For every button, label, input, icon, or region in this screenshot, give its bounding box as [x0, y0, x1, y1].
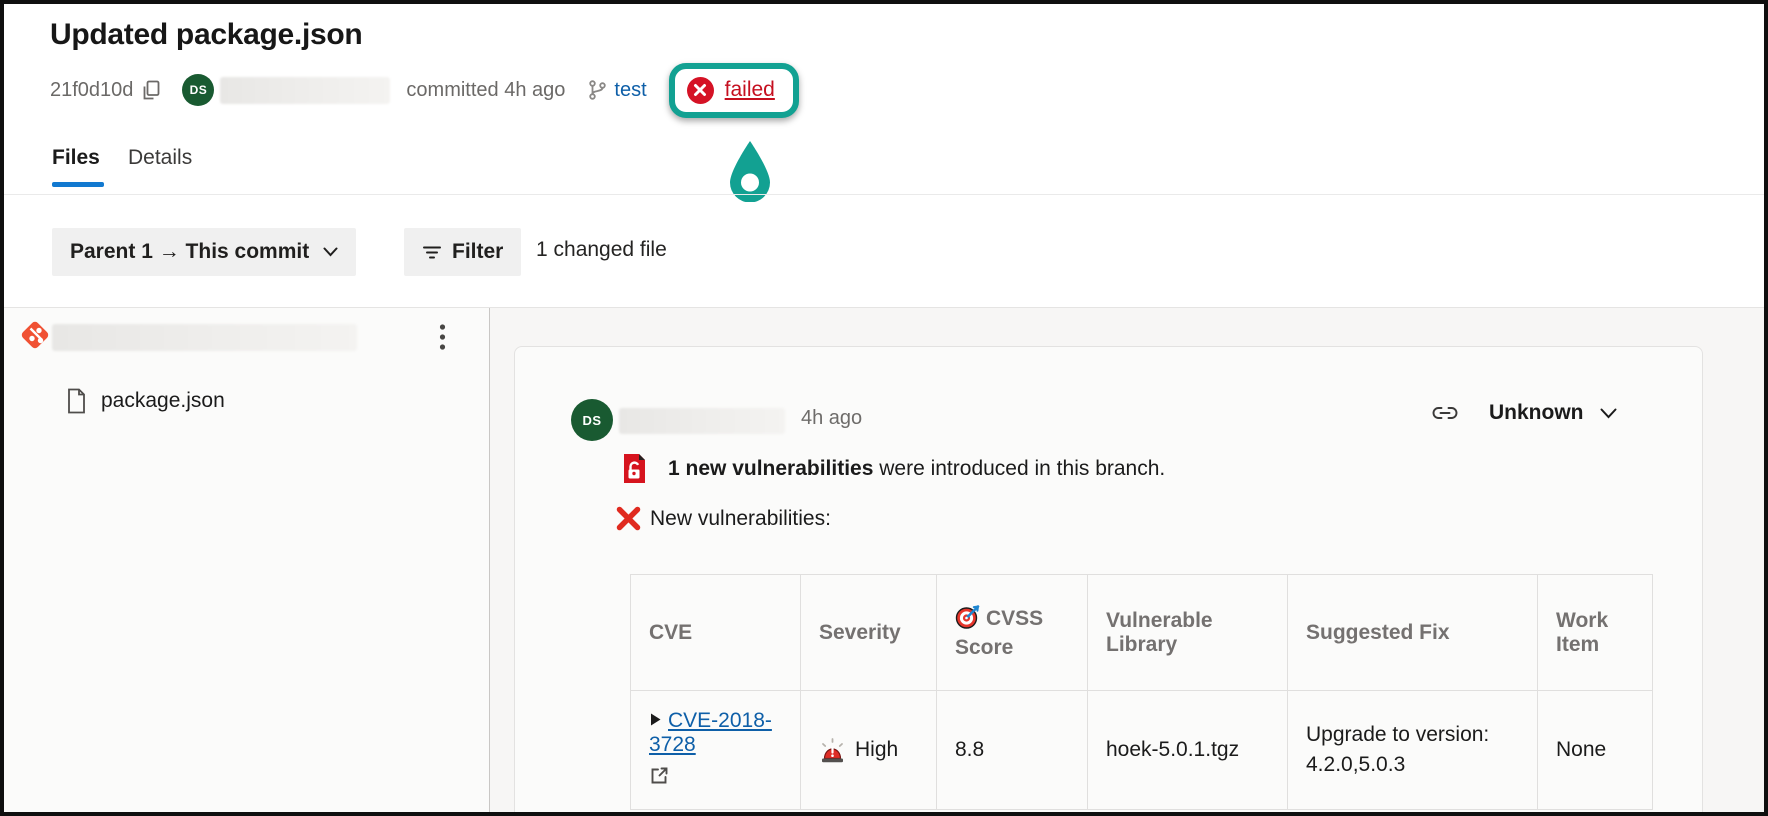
- document-icon: [66, 388, 87, 414]
- target-icon: [955, 605, 980, 636]
- avatar: DS: [571, 399, 613, 441]
- filter-button-label: Filter: [452, 240, 504, 263]
- file-tree-item[interactable]: package.json: [4, 380, 489, 422]
- tab-files[interactable]: Files: [52, 146, 100, 169]
- toolbar-divider: [4, 307, 1764, 308]
- git-branch-icon: [587, 79, 608, 101]
- vulnerability-comment-card: DS 4h ago Unknown: [514, 346, 1703, 812]
- vulnerability-summary-rest: were introduced in this branch.: [873, 456, 1166, 480]
- git-repo-icon: [18, 318, 52, 357]
- repo-name-redacted: [52, 324, 357, 351]
- vulnerability-summary-text: 1 new vulnerabilities were introduced in…: [668, 457, 1165, 481]
- filter-button[interactable]: Filter: [404, 228, 522, 276]
- more-options-icon[interactable]: [428, 320, 456, 354]
- column-header-cvss-label: CVSS Score: [955, 607, 1044, 659]
- work-item-cell: None: [1537, 690, 1653, 810]
- page-title: Updated package.json: [50, 18, 363, 51]
- comment-status-value: Unknown: [1489, 401, 1584, 424]
- table-header-row: CVE Severity CVSS Score Vulne: [630, 574, 1653, 691]
- vulnerability-count: 1 new vulnerabilities: [668, 456, 874, 480]
- red-cross-icon: [615, 505, 642, 532]
- branch-name[interactable]: test: [614, 78, 647, 101]
- build-status-link[interactable]: failed: [724, 78, 775, 101]
- file-name: package.json: [101, 389, 225, 412]
- chain-link-icon[interactable]: [1431, 405, 1459, 421]
- commit-meta-row: 21f0d10d DS committed 4h ago test: [50, 62, 799, 118]
- pane-divider[interactable]: [489, 308, 490, 812]
- column-header-fix: Suggested Fix: [1287, 574, 1538, 691]
- vulnerable-library-cell: hoek-5.0.1.tgz: [1087, 690, 1288, 810]
- severity-cell: High: [800, 690, 937, 810]
- cve-link[interactable]: CVE-2018-3728: [649, 708, 772, 756]
- vulnerability-row: CVE-2018-3728: [630, 690, 1653, 810]
- cve-cell: CVE-2018-3728: [630, 690, 801, 810]
- suggested-fix-cell: Upgrade to version: 4.2.0,5.0.3: [1287, 690, 1538, 810]
- cvss-score-cell: 8.8: [936, 690, 1088, 810]
- author-name-redacted: [220, 76, 391, 104]
- changed-files-count: 1 changed file: [536, 238, 667, 261]
- column-header-cve: CVE: [630, 574, 801, 691]
- comment-status-dropdown[interactable]: Unknown: [1489, 401, 1617, 425]
- filter-lines-icon: [422, 244, 442, 261]
- committed-timestamp: committed 4h ago: [406, 78, 566, 101]
- severity-value: High: [855, 738, 899, 761]
- siren-icon: [819, 737, 846, 764]
- repo-row: [4, 318, 489, 358]
- column-header-cvss: CVSS Score: [936, 574, 1088, 691]
- column-header-library: Vulnerable Library: [1087, 574, 1288, 691]
- vulnerability-table: CVE Severity CVSS Score Vulne: [630, 574, 1653, 810]
- vulnerability-list-label-line: New vulnerabilities:: [615, 505, 831, 532]
- expand-caret-icon[interactable]: [649, 709, 662, 733]
- tab-details[interactable]: Details: [128, 146, 193, 169]
- comment-author-redacted: [619, 408, 785, 434]
- chevron-down-icon: [1600, 408, 1617, 419]
- chevron-down-icon: [323, 247, 338, 257]
- column-header-severity: Severity: [800, 574, 937, 691]
- commit-hash: 21f0d10d: [50, 78, 134, 101]
- column-header-work-item: Work Item: [1537, 574, 1653, 691]
- suggested-fix-text: Upgrade to version: 4.2.0,5.0.3: [1306, 722, 1490, 776]
- vulnerability-summary-line: 1 new vulnerabilities were introduced in…: [621, 451, 1165, 486]
- failed-status-annotation-ring: failed: [668, 62, 799, 118]
- external-link-icon[interactable]: [649, 765, 784, 792]
- annotation-drop-pointer: [726, 140, 774, 207]
- x-circle-icon: [686, 76, 714, 104]
- avatar: DS: [182, 74, 215, 106]
- red-unlocked-document-icon: [621, 451, 648, 486]
- copy-icon[interactable]: [141, 80, 160, 101]
- vulnerability-list-label: New vulnerabilities:: [650, 506, 831, 530]
- compare-dropdown-label: Parent 1 → This commit: [70, 240, 310, 263]
- file-tree-pane: [4, 308, 489, 812]
- header-divider: [4, 194, 1764, 195]
- compare-dropdown-button[interactable]: Parent 1 → This commit: [52, 228, 357, 276]
- comment-timestamp: 4h ago: [801, 407, 863, 429]
- branch-link[interactable]: test: [587, 78, 647, 102]
- active-tab-underline: [52, 182, 104, 187]
